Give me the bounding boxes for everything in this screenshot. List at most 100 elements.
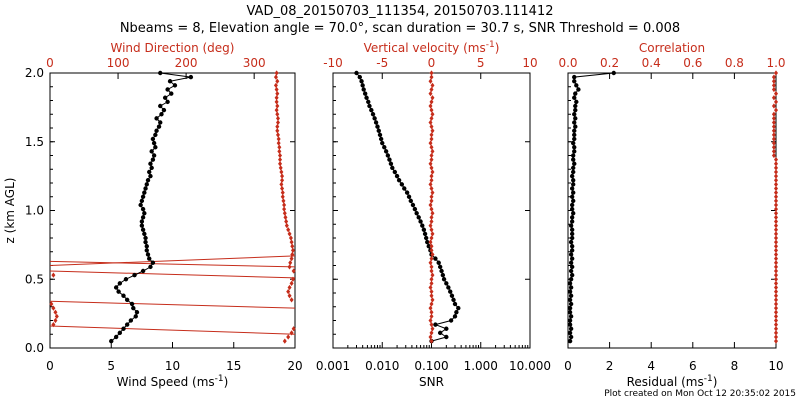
series-diamond [429, 152, 434, 159]
series-point [143, 235, 148, 241]
bottom-axis-label-close: ) [224, 375, 229, 389]
bottom-tick-label: 10 [165, 359, 180, 373]
series-point [568, 268, 574, 274]
series-diamond [280, 194, 285, 200]
series-diamond [289, 239, 294, 245]
bottom-tick-label: 0.100 [414, 359, 448, 373]
footer-text: Plot created on Mon Oct 12 20:35:02 2015 [604, 389, 796, 399]
series-diamond [428, 103, 433, 109]
series-diamond [774, 206, 778, 212]
series-point [568, 285, 574, 290]
top-tick-label: 0.2 [600, 56, 619, 70]
series-point [124, 297, 130, 303]
series-diamond [430, 297, 435, 303]
bottom-tick-label: 2 [606, 359, 614, 373]
series-point [572, 79, 577, 84]
series-point [567, 318, 573, 323]
series-point [574, 99, 579, 105]
series-diamond [289, 256, 294, 262]
series-diamond [774, 330, 778, 336]
series-point [404, 190, 410, 195]
bottom-tick-label: 10 [768, 359, 783, 373]
direction-wrap-line [49, 260, 296, 268]
series-point [448, 318, 454, 323]
bottom-tick-label: 0 [46, 359, 54, 373]
series-point [425, 239, 430, 245]
series-point [132, 272, 137, 278]
series-point [412, 206, 418, 212]
series-point [129, 301, 135, 307]
series-diamond [771, 136, 776, 142]
series-point [572, 95, 577, 100]
series-diamond [774, 297, 778, 303]
series-point [121, 326, 126, 331]
series-point [567, 330, 573, 336]
series-diamond [774, 214, 778, 220]
series-diamond [429, 289, 434, 295]
series-point [433, 322, 438, 327]
series-point [573, 91, 578, 96]
series-diamond [774, 305, 778, 311]
series-diamond [430, 326, 435, 332]
series-diamond [429, 309, 434, 315]
series-point [456, 305, 461, 311]
series-point [571, 178, 576, 183]
series-diamond [286, 227, 291, 233]
bottom-axis-label-sup: -1 [704, 374, 713, 384]
series-point [569, 235, 575, 241]
series-point [436, 260, 441, 265]
series-diamond [428, 91, 433, 97]
series-diamond [774, 198, 778, 204]
series-diamond [428, 284, 433, 291]
series-point [572, 136, 577, 142]
series-diamond [282, 202, 287, 208]
series-point [360, 83, 365, 88]
series-diamond [429, 124, 434, 130]
series-diamond [774, 173, 778, 179]
series-diamond [774, 218, 778, 225]
series-diamond [275, 115, 280, 121]
series-point [576, 87, 581, 92]
series-diamond [774, 235, 778, 241]
series-point [149, 165, 154, 171]
top-tick-label: -10 [323, 56, 343, 70]
series-diamond [51, 272, 56, 278]
series-diamond [290, 276, 295, 282]
series-point [158, 120, 163, 125]
bottom-axis-label-sup: -1 [215, 374, 224, 384]
series-point [572, 112, 577, 117]
series-point [134, 310, 140, 315]
series-diamond [771, 74, 776, 80]
direction-wrap-line [49, 255, 296, 266]
series-point [571, 211, 576, 216]
series-diamond [275, 111, 280, 117]
top-tick-label: 300 [243, 56, 266, 70]
series-point [426, 244, 431, 249]
series-point [154, 116, 159, 121]
series-point [423, 235, 429, 241]
series-point [444, 334, 449, 340]
series-point [159, 112, 164, 117]
series-diamond [771, 78, 776, 84]
series-diamond [278, 152, 283, 159]
series-diamond [774, 243, 778, 249]
series-point [123, 277, 129, 282]
series-diamond [774, 247, 778, 253]
series-diamond [771, 128, 776, 134]
series-point [569, 219, 575, 224]
series-diamond [771, 124, 776, 130]
series-diamond [428, 305, 433, 311]
series-diamond [274, 95, 279, 101]
series-diamond [429, 268, 434, 274]
series-point [167, 79, 173, 84]
series-diamond [275, 119, 280, 126]
series-point [416, 215, 421, 220]
series-diamond [774, 181, 778, 187]
series-point [569, 194, 575, 199]
series-point [138, 202, 143, 208]
series-diamond [54, 313, 59, 319]
series-point [140, 206, 146, 212]
series-diamond [428, 334, 433, 340]
series-point [116, 289, 121, 294]
bottom-tick-label: 0 [564, 359, 572, 373]
